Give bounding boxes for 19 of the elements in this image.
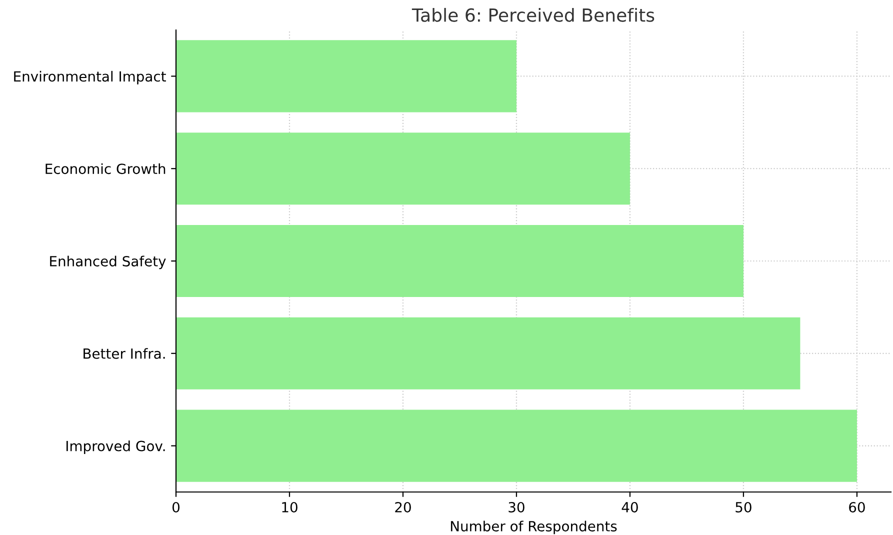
x-tick-label: 50 [736,502,752,512]
x-tick-label: 20 [395,502,411,512]
y-tick-label: Environmental Impact [14,70,166,84]
x-tick-label: 60 [849,502,865,512]
bar [176,40,516,112]
y-tick-label: Economic Growth [46,163,166,174]
bar [176,132,630,205]
y-tick-label: Enhanced Safety [50,256,166,270]
bar [176,317,800,390]
chart-title: Table 6: Perceived Benefits [412,8,654,22]
x-axis-title: Number of Respondents [450,520,617,534]
y-tick-label: Better Infra. [84,348,165,359]
bar [176,224,744,298]
x-tick-label: 40 [622,502,638,512]
x-tick-label: 30 [508,502,524,512]
x-tick-label: 10 [282,502,298,512]
bar [176,410,857,482]
x-tick-label: 0 [172,502,180,512]
y-tick-label: Improved Gov. [66,440,165,454]
